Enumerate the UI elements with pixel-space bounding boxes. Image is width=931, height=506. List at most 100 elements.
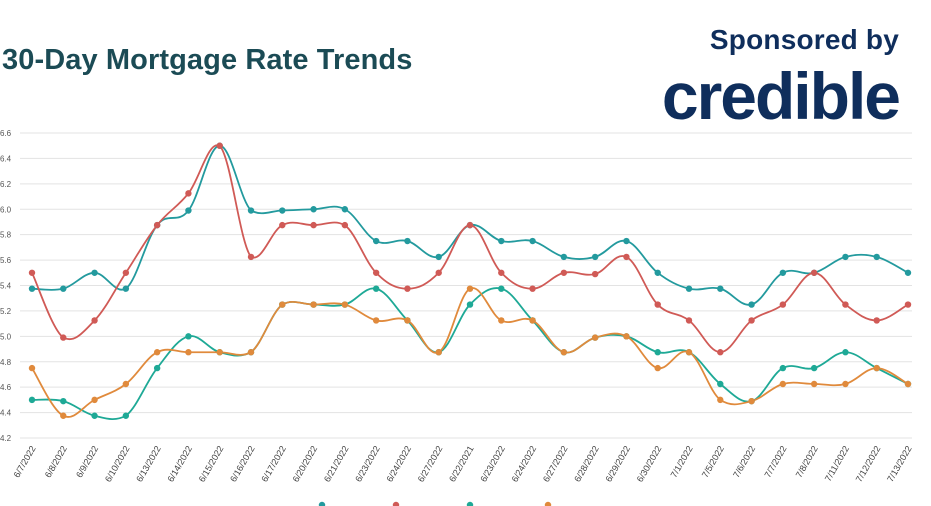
- data-point: [904, 301, 912, 308]
- data-point: [466, 221, 474, 229]
- data-point: [842, 253, 849, 261]
- data-point: [529, 237, 536, 245]
- data-point: [748, 397, 755, 405]
- data-point: [810, 380, 818, 388]
- y-tick-label: 5.6: [0, 256, 12, 265]
- data-point: [685, 317, 693, 324]
- y-tick-label: 6.4: [0, 154, 12, 163]
- x-tick-label: 6/27/2022: [416, 444, 445, 484]
- x-tick-label: 6/14/2022: [165, 444, 194, 484]
- data-point: [185, 190, 192, 197]
- data-point: [654, 349, 661, 356]
- x-tick-label: 7/6/2022: [731, 444, 757, 479]
- x-tick-label: 6/23/2022: [353, 444, 382, 484]
- x-tick-label: 6/16/2022: [228, 444, 257, 484]
- data-point: [185, 333, 192, 340]
- x-tick-label: 7/1/2022: [669, 444, 695, 479]
- data-point: [435, 269, 442, 276]
- data-point: [717, 396, 724, 404]
- y-tick-label: 6.6: [0, 129, 12, 138]
- data-point: [247, 253, 255, 261]
- data-point: [60, 285, 67, 292]
- data-point: [91, 412, 98, 419]
- data-point: [310, 301, 317, 308]
- data-point: [748, 317, 755, 324]
- data-point: [91, 317, 98, 324]
- data-point: [28, 364, 36, 372]
- data-point: [591, 270, 599, 278]
- data-point: [529, 317, 536, 324]
- data-point: [685, 349, 693, 356]
- data-point: [591, 253, 599, 261]
- data-point: [279, 301, 286, 308]
- x-tick-label: 6/13/2022: [134, 444, 163, 484]
- y-tick-label: 5.4: [0, 282, 12, 291]
- data-point: [153, 221, 161, 229]
- y-tick-label: 6.0: [0, 205, 12, 214]
- data-point: [685, 285, 693, 292]
- data-point: [91, 396, 98, 404]
- data-point: [498, 269, 505, 276]
- x-tick-label: 6/7/2022: [12, 444, 38, 479]
- data-point: [28, 285, 36, 292]
- data-point: [122, 380, 130, 388]
- data-point: [591, 334, 599, 341]
- data-point: [529, 285, 536, 292]
- legend-marker: [544, 501, 552, 506]
- data-point: [779, 269, 787, 276]
- x-tick-label: 6/15/2022: [197, 444, 226, 484]
- y-tick-label: 5.2: [0, 307, 12, 316]
- data-point: [623, 237, 630, 245]
- data-point: [28, 269, 36, 276]
- y-tick-label: 4.4: [0, 409, 12, 418]
- data-point: [216, 142, 223, 149]
- chart-grid: [20, 132, 912, 439]
- data-point: [341, 301, 349, 308]
- x-tick-label: 6/9/2022: [74, 444, 100, 479]
- x-tick-label: 6/30/2022: [635, 444, 664, 484]
- x-tick-label: 6/23/2022: [478, 444, 507, 484]
- x-tick-label: 7/8/2022: [794, 444, 820, 479]
- chart-legend: [318, 501, 552, 506]
- data-point: [498, 285, 505, 292]
- x-tick-label: 7/13/2022: [885, 444, 914, 484]
- data-point: [247, 349, 255, 356]
- data-point: [654, 301, 661, 308]
- data-point: [372, 237, 380, 245]
- x-tick-label: 6/24/2022: [510, 444, 539, 484]
- data-point: [498, 237, 505, 245]
- data-point: [435, 349, 442, 356]
- x-tick-label: 6/21/2022: [322, 444, 351, 484]
- data-point: [279, 221, 286, 229]
- data-point: [310, 221, 317, 229]
- data-point: [279, 207, 286, 214]
- data-point: [404, 237, 411, 245]
- y-tick-label: 5.0: [0, 332, 12, 341]
- data-point: [560, 253, 568, 261]
- legend-marker: [318, 501, 326, 506]
- series-points: [28, 142, 912, 419]
- y-tick-label: 5.8: [0, 231, 12, 240]
- data-point: [404, 317, 411, 324]
- series-lines: [31, 144, 909, 420]
- data-point: [341, 206, 349, 213]
- x-tick-label: 6/27/2022: [541, 444, 570, 484]
- data-point: [185, 349, 192, 356]
- data-point: [498, 317, 505, 324]
- data-point: [623, 253, 630, 261]
- x-tick-label: 7/11/2022: [823, 444, 851, 483]
- data-point: [842, 301, 849, 308]
- data-point: [904, 380, 912, 388]
- data-point: [153, 349, 161, 356]
- data-point: [435, 253, 442, 261]
- data-point: [153, 364, 161, 372]
- data-point: [810, 269, 818, 276]
- y-axis-labels: 4.2 4.4 4.6 4.8 5.0 5.2 5.4 5.6 5.8 6.0 6.2 6.4 6.6: [0, 129, 12, 443]
- data-point: [404, 285, 411, 292]
- y-tick-label: 4.6: [0, 383, 12, 392]
- data-point: [654, 364, 661, 372]
- brand-logo: credible: [661, 59, 901, 133]
- data-point: [247, 207, 255, 214]
- data-point: [842, 349, 849, 356]
